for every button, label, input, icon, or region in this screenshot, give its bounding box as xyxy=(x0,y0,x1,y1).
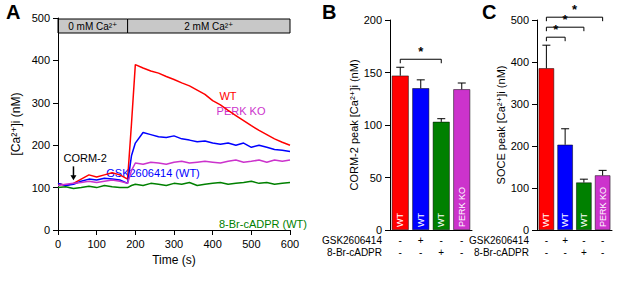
svg-text:400: 400 xyxy=(203,238,221,250)
svg-text:-: - xyxy=(601,235,604,246)
svg-text:*: * xyxy=(553,22,559,37)
svg-text:200: 200 xyxy=(32,139,50,151)
svg-text:+: + xyxy=(581,247,587,258)
svg-text:500: 500 xyxy=(511,14,529,26)
svg-text:Time (s): Time (s) xyxy=(152,253,196,267)
svg-text:WT: WT xyxy=(579,213,589,227)
svg-text:-: - xyxy=(582,235,585,246)
svg-text:400: 400 xyxy=(32,54,50,66)
svg-text:100: 100 xyxy=(364,119,382,131)
svg-text:600: 600 xyxy=(281,238,299,250)
svg-text:GSK2606414 (WT): GSK2606414 (WT) xyxy=(106,167,200,179)
svg-text:400: 400 xyxy=(511,56,529,68)
svg-text:300: 300 xyxy=(32,97,50,109)
svg-text:100: 100 xyxy=(511,182,529,194)
svg-text:WT: WT xyxy=(219,90,236,102)
svg-text:C: C xyxy=(482,1,496,23)
svg-text:200: 200 xyxy=(126,238,144,250)
svg-text:150: 150 xyxy=(364,67,382,79)
svg-text:-: - xyxy=(399,247,402,258)
svg-text:WT: WT xyxy=(541,213,551,227)
svg-text:100: 100 xyxy=(87,238,105,250)
svg-text:CORM-2: CORM-2 xyxy=(63,152,106,164)
svg-text:[Ca²⁺]i (nM): [Ca²⁺]i (nM) xyxy=(9,92,23,155)
svg-text:+: + xyxy=(562,235,568,246)
svg-text:-: - xyxy=(460,235,463,246)
svg-text:*: * xyxy=(563,12,569,27)
svg-text:*: * xyxy=(572,2,578,17)
svg-text:500: 500 xyxy=(32,12,50,24)
svg-text:8-Br-cADPR: 8-Br-cADPR xyxy=(474,247,529,258)
svg-text:-: - xyxy=(440,235,443,246)
svg-text:-: - xyxy=(601,247,604,258)
svg-text:0: 0 xyxy=(44,224,50,236)
svg-text:-: - xyxy=(419,247,422,258)
svg-text:8-Br-cADPR: 8-Br-cADPR xyxy=(327,247,382,258)
svg-text:-: - xyxy=(563,247,566,258)
svg-text:0: 0 xyxy=(55,238,61,250)
svg-text:WT: WT xyxy=(395,213,405,227)
svg-text:WT: WT xyxy=(416,213,426,227)
svg-text:8-Br-cADPR (WT): 8-Br-cADPR (WT) xyxy=(219,218,307,230)
svg-text:PERK KO: PERK KO xyxy=(598,187,608,227)
svg-text:200: 200 xyxy=(364,14,382,26)
svg-text:B: B xyxy=(322,1,336,23)
svg-text:500: 500 xyxy=(242,238,260,250)
svg-text:GSK2606414: GSK2606414 xyxy=(469,235,529,246)
svg-text:0: 0 xyxy=(376,224,382,236)
svg-text:50: 50 xyxy=(370,172,382,184)
svg-text:200: 200 xyxy=(511,140,529,152)
svg-text:-: - xyxy=(399,235,402,246)
svg-text:100: 100 xyxy=(32,182,50,194)
svg-text:WT: WT xyxy=(560,213,570,227)
svg-text:300: 300 xyxy=(165,238,183,250)
svg-text:PERK KO: PERK KO xyxy=(457,187,467,227)
svg-text:300: 300 xyxy=(511,98,529,110)
svg-text:SOCE peak [Ca²⁺]i (nM): SOCE peak [Ca²⁺]i (nM) xyxy=(495,66,507,185)
svg-text:0 mM Ca²⁺: 0 mM Ca²⁺ xyxy=(68,21,117,32)
svg-text:*: * xyxy=(418,44,424,59)
svg-text:PERK KO: PERK KO xyxy=(216,105,266,117)
svg-text:+: + xyxy=(418,235,424,246)
svg-text:WT: WT xyxy=(436,213,446,227)
svg-text:-: - xyxy=(545,247,548,258)
svg-text:-: - xyxy=(460,247,463,258)
svg-text:-: - xyxy=(545,235,548,246)
svg-text:+: + xyxy=(438,247,444,258)
svg-text:CORM-2 peak [Ca²⁺]i (nM): CORM-2 peak [Ca²⁺]i (nM) xyxy=(348,59,360,190)
svg-text:0: 0 xyxy=(523,224,529,236)
svg-text:A: A xyxy=(6,1,20,23)
svg-text:2 mM Ca²⁺: 2 mM Ca²⁺ xyxy=(184,21,233,32)
svg-text:GSK2606414: GSK2606414 xyxy=(322,235,382,246)
